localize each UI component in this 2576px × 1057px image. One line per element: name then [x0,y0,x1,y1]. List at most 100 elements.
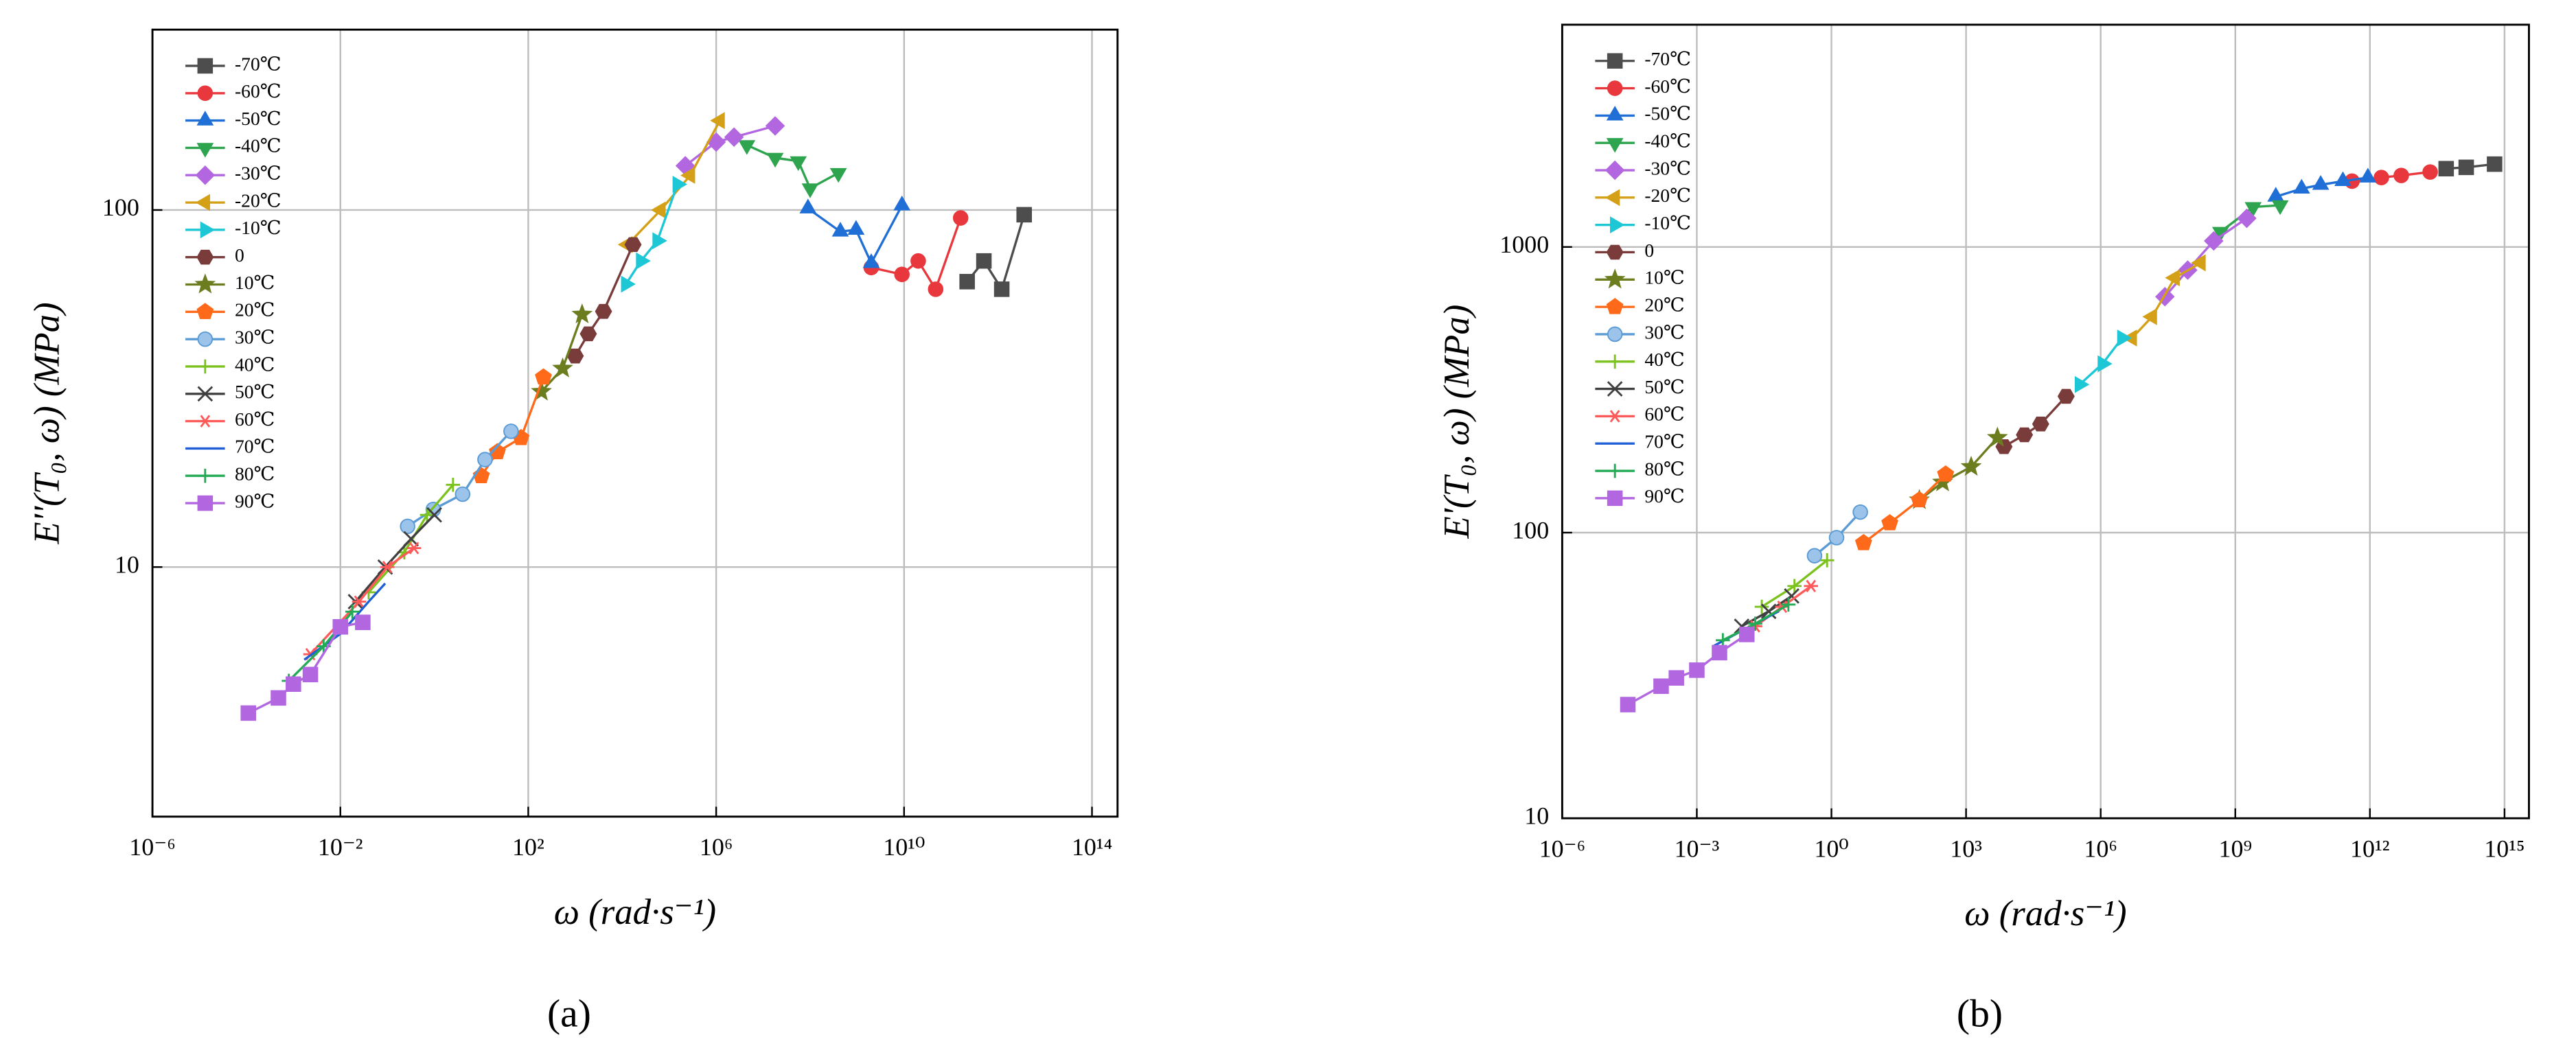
marker [286,676,301,693]
marker [621,275,636,293]
marker [651,201,666,219]
legend-marker [198,415,213,428]
legend-label: 20℃ [235,299,275,321]
x-tick-label: 10¹² [2350,835,2390,862]
legend-marker [1607,354,1622,369]
x-tick-label: 10² [512,833,544,861]
y-tick-label: 100 [102,194,139,221]
marker [766,152,784,168]
series-line [354,513,435,603]
legend-label: 50℃ [235,381,275,402]
marker [1748,616,1762,631]
series-line [1863,473,1946,544]
legend-label: 20℃ [1644,294,1684,315]
marker [2487,156,2503,172]
marker [503,423,519,439]
legend-label: -70℃ [1644,48,1691,69]
plot-area [152,30,1118,817]
marker [2117,329,2132,347]
marker [2312,175,2330,190]
marker [1653,678,1669,695]
legend-marker [195,194,210,211]
legend-marker [1607,80,1623,96]
x-tick-label: 10⁰ [1814,835,1848,862]
plot-frame [1561,23,2530,820]
series-line [2131,262,2202,339]
marker [271,690,286,706]
marker [531,380,552,401]
legend-label: 30℃ [235,326,275,347]
marker [2191,254,2206,272]
marker [724,127,744,148]
x-tick-label: 10⁹ [2218,835,2252,862]
marker [799,198,817,213]
marker [419,507,435,522]
legend-label: 70℃ [235,436,275,457]
marker [1787,579,1802,594]
legend-marker [194,273,216,294]
marker [765,116,785,136]
marker [1760,603,1777,620]
marker [2438,161,2454,177]
marker [790,156,807,172]
legend-label: 40℃ [235,353,275,375]
marker [1819,553,1835,568]
marker [477,452,493,467]
marker [571,303,593,324]
x-tick-label: 10¹⁵ [2484,835,2525,862]
marker [1804,579,1819,592]
legend-marker [1605,189,1620,207]
legend-marker [1606,298,1624,314]
legend-label: 60℃ [1644,404,1684,425]
marker [1852,504,1868,520]
x-tick-label: 10⁶ [700,833,733,861]
marker [1806,548,1823,564]
marker [928,281,944,297]
legend-marker [1607,53,1623,69]
series-line [1918,437,1999,501]
x-tick-label: 10⁶ [2084,835,2117,862]
marker [2032,416,2049,432]
marker [240,705,257,721]
legend-marker [197,495,214,511]
marker [1781,597,1796,612]
marker [894,266,910,283]
legend-label: -20℃ [1644,185,1691,206]
marker [1754,599,1769,614]
marker [332,619,349,635]
x-tick-label: 10⁻³ [1675,835,1720,862]
marker [2422,164,2438,180]
legend-marker [1605,160,1625,181]
y-tick-label: 1000 [1499,231,1549,258]
legend-label: 10℃ [235,272,275,293]
legend-label: -30℃ [1644,157,1691,178]
marker [893,195,911,211]
marker [2458,159,2474,176]
plot-frame [151,28,1119,818]
series-line [625,184,679,285]
marker [355,614,371,631]
legend-label: 60℃ [235,408,275,430]
legend-label: 90℃ [235,490,275,511]
marker [2244,202,2262,217]
marker [2393,167,2409,183]
marker [2334,171,2351,187]
legend-marker [200,221,216,239]
marker [2165,269,2180,287]
marker [426,507,442,523]
marker [2359,167,2377,183]
marker [910,253,926,269]
marker [1828,530,1845,546]
marker [1960,455,1982,476]
legend-label: -60℃ [1644,76,1691,97]
marker [2142,308,2157,325]
marker [2271,200,2289,216]
legend-label: 10℃ [1644,267,1684,288]
x-tick-label: 10⁻⁶ [1539,835,1586,862]
legend-marker [198,359,213,374]
marker [847,220,865,235]
legend-marker [197,85,214,102]
legend-label: -40℃ [1644,130,1691,152]
series-line [2003,395,2067,448]
marker [952,210,969,226]
